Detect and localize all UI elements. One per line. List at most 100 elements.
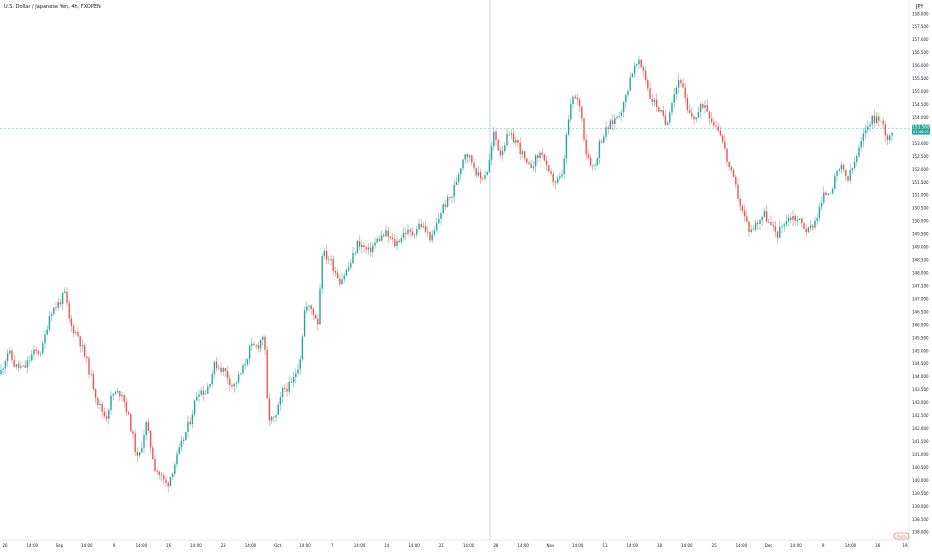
- candle-body: [77, 331, 79, 337]
- candle-body: [108, 410, 110, 419]
- candle-body: [739, 198, 741, 206]
- candle-body: [28, 360, 31, 361]
- candle-body: [545, 160, 548, 166]
- candle-body: [255, 345, 257, 346]
- candle-body: [244, 364, 246, 366]
- candle-body: [856, 156, 858, 162]
- time-tick-label: 23: [221, 543, 227, 548]
- candle-body: [655, 99, 658, 108]
- candle-body: [400, 237, 403, 243]
- candle-body: [477, 171, 480, 176]
- candle-body: [460, 168, 462, 175]
- candle-body: [484, 174, 486, 179]
- candle-body: [53, 307, 55, 315]
- candle-body: [55, 307, 57, 309]
- candle-body: [662, 110, 664, 116]
- price-tick-label: 158.000: [912, 11, 929, 16]
- candle-body: [154, 459, 156, 472]
- candle-body: [277, 404, 279, 416]
- candle-body: [688, 110, 691, 113]
- candle-body: [847, 176, 849, 181]
- auto-scale-button-label[interactable]: Auto: [897, 533, 906, 538]
- candle-body: [222, 368, 224, 372]
- candle-body: [191, 414, 194, 425]
- chart-title: U.S. Dollar / Japanese Yen, 4h, FXOPEN: [4, 4, 101, 10]
- candle-body: [75, 331, 77, 334]
- bar-countdown: 02:48:01: [913, 130, 929, 134]
- candle-body: [486, 172, 488, 175]
- candle-body: [849, 170, 851, 181]
- time-tick-label: 9: [822, 543, 825, 548]
- candle-body: [796, 219, 799, 221]
- current-price-tag-box: [912, 124, 930, 135]
- time-tick-label: 16: [166, 543, 172, 548]
- candle-body: [787, 217, 790, 221]
- candle-body: [845, 169, 847, 177]
- candle-body: [413, 234, 416, 236]
- candle-body: [94, 389, 97, 398]
- candle-body: [488, 159, 491, 173]
- candle-body: [669, 112, 671, 123]
- candle-body: [589, 157, 592, 166]
- candle-body: [851, 168, 854, 171]
- candle-body: [284, 387, 286, 389]
- price-tick-label: 148.000: [912, 271, 929, 276]
- candle-body: [682, 82, 684, 88]
- price-tick-label: 157.000: [912, 37, 929, 42]
- candle-body: [658, 107, 660, 112]
- candle-body: [517, 139, 519, 143]
- candle-body: [475, 168, 477, 176]
- candle-body: [297, 369, 299, 374]
- time-tick-label: 21: [439, 543, 445, 548]
- candle-body: [308, 305, 310, 307]
- candle-body: [350, 263, 352, 268]
- candle-body: [158, 471, 161, 475]
- candle-body: [317, 318, 319, 325]
- candle-body: [816, 218, 818, 221]
- candle-body: [262, 336, 264, 340]
- candle-body: [653, 99, 656, 102]
- candle-body: [288, 381, 290, 392]
- candle-body: [693, 116, 695, 120]
- candle-body: [143, 435, 145, 448]
- candle-body: [185, 431, 187, 441]
- candle-body: [704, 105, 706, 108]
- candle-body: [699, 104, 702, 113]
- price-axis[interactable]: 158.000 157.500 157.000 156.500 156.000 155.5…: [912, 11, 929, 534]
- candle-body: [614, 118, 616, 125]
- time-tick-label: Nov: [547, 543, 555, 548]
- time-tick-label: 14:00: [299, 543, 311, 548]
- candle-body: [798, 218, 801, 220]
- candle-body: [605, 127, 607, 137]
- candle-body: [818, 206, 821, 219]
- candle-body: [438, 218, 440, 224]
- candle-body: [794, 215, 796, 221]
- auto-scale-button[interactable]: Auto: [893, 532, 910, 540]
- candle-body: [334, 271, 337, 273]
- candle-body: [774, 226, 777, 232]
- candle-body: [321, 256, 323, 289]
- candle-body: [455, 181, 458, 185]
- time-tick-label: 16: [875, 543, 881, 548]
- candle-body: [812, 225, 814, 228]
- candle-body: [728, 161, 730, 168]
- candle-body: [754, 222, 757, 230]
- candle-body: [541, 152, 543, 155]
- candle-body: [44, 334, 46, 344]
- candle-body: [167, 482, 169, 487]
- candle-body: [90, 374, 92, 375]
- candle-body: [891, 133, 893, 136]
- candle-body: [341, 279, 343, 285]
- candle-body: [515, 139, 517, 143]
- candle-body: [383, 235, 385, 237]
- candle-body: [97, 397, 99, 405]
- candle-body: [130, 414, 132, 432]
- candle-body: [763, 211, 766, 217]
- candle-body: [576, 97, 579, 100]
- time-axis[interactable]: 26 14:00 Sep 14:00 9 14:00 16 14:00 23 14:00 Oct 14…: [2, 543, 908, 548]
- auto-scale-button-box[interactable]: [893, 532, 910, 540]
- candle-body: [521, 151, 524, 155]
- candle-body: [257, 345, 260, 349]
